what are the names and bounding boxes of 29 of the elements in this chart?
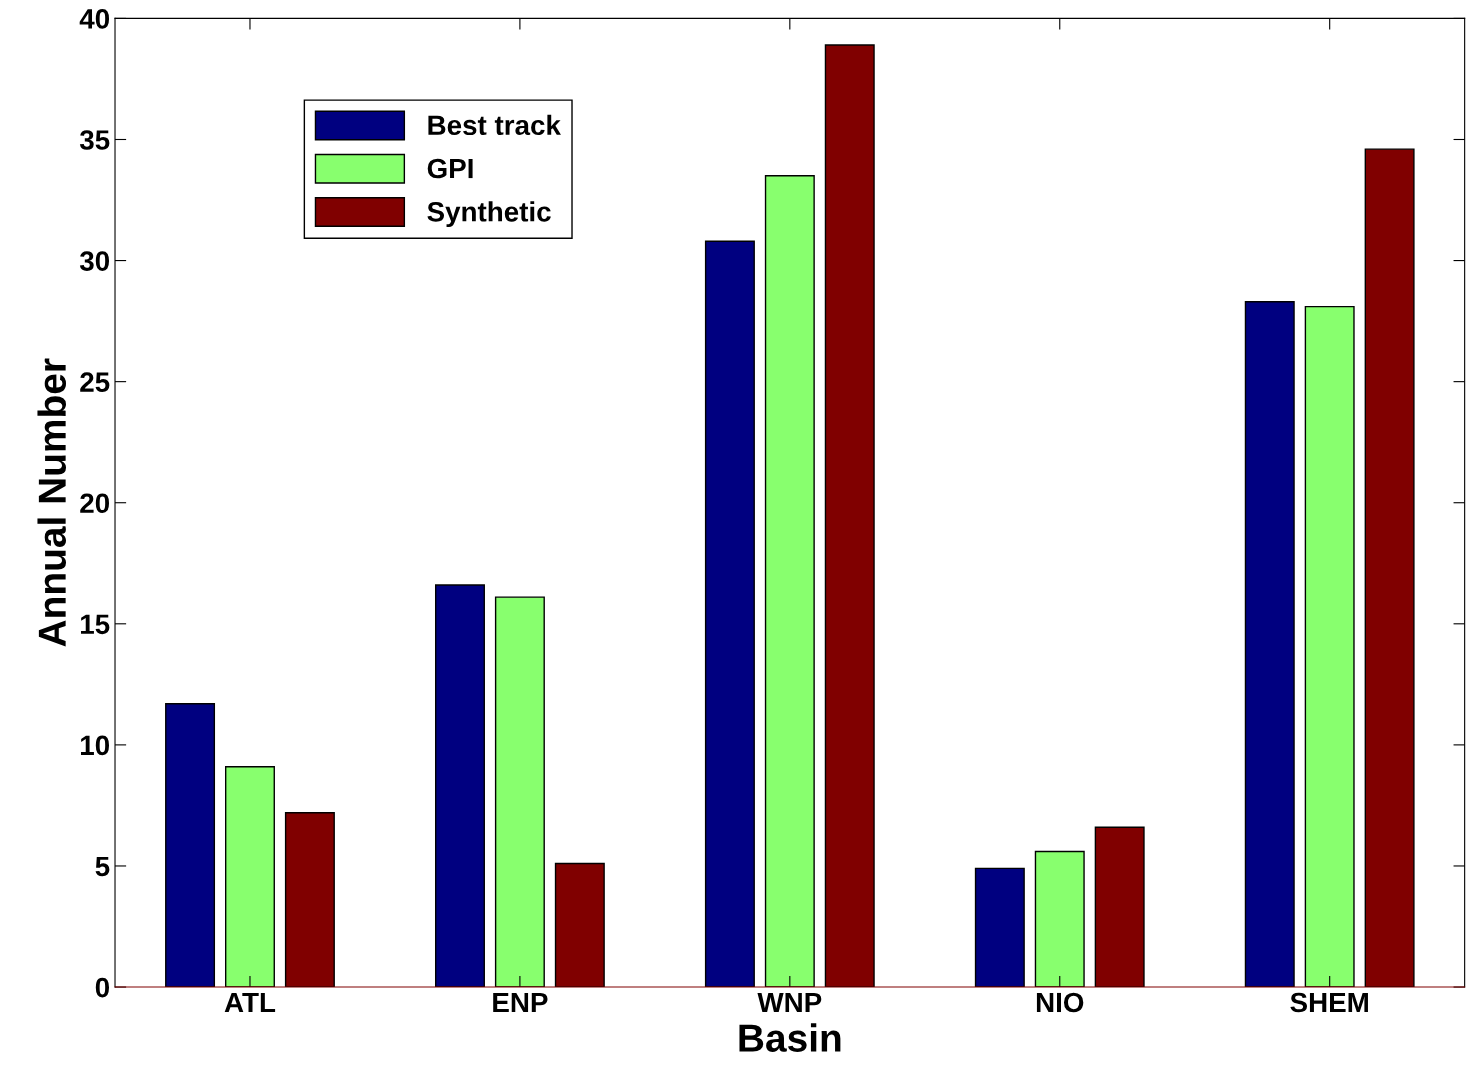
y-tick-label: 25 xyxy=(80,372,110,392)
bar xyxy=(704,240,755,988)
y-tick-label: 30 xyxy=(79,251,110,271)
x-tick-label: ENP xyxy=(493,992,548,1013)
bar xyxy=(224,765,275,988)
y-tick-label: 35 xyxy=(79,130,110,150)
x-axis-title: Basin xyxy=(739,1023,841,1052)
legend-label: GPI xyxy=(427,158,473,179)
x-tick-label: NIO xyxy=(1036,992,1084,1013)
bar xyxy=(764,175,815,988)
y-axis-title: Annual Number xyxy=(37,358,67,647)
x-tick-label: WNP xyxy=(757,992,822,1013)
y-tick-label: 5 xyxy=(95,856,110,877)
y-tick-label: 15 xyxy=(81,614,110,635)
x-tick-label: ATL xyxy=(224,992,276,1013)
bar xyxy=(494,596,545,988)
legend-label: Synthetic xyxy=(427,201,551,228)
bar xyxy=(1244,301,1295,988)
bar xyxy=(1034,850,1085,988)
bar xyxy=(974,867,1025,988)
y-tick-label: 10 xyxy=(81,735,110,756)
bar xyxy=(165,703,216,988)
y-tick-label: 0 xyxy=(95,977,110,998)
legend-label: Best track xyxy=(428,114,561,136)
y-tick-label: 40 xyxy=(79,9,110,29)
bar xyxy=(434,584,485,988)
x-tick-label: SHEM xyxy=(1290,992,1368,1013)
y-tick-label: 20 xyxy=(80,493,110,514)
bar xyxy=(1304,305,1355,988)
